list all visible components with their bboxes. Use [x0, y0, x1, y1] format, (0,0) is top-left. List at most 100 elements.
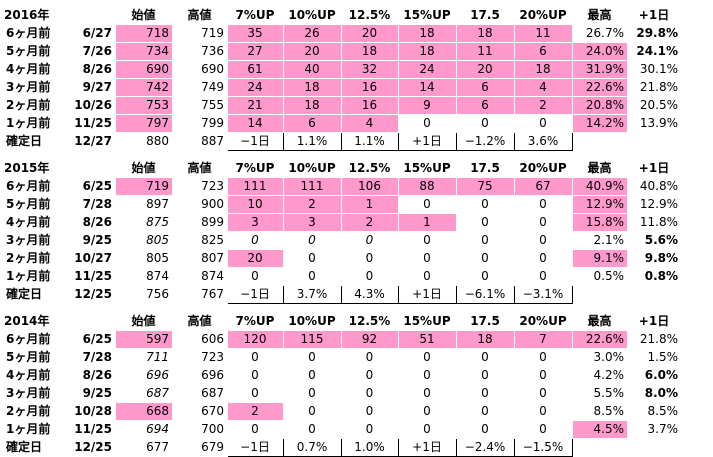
table-row: 5ヶ月前 7/28 711 723 0 0 0 0 0 0 3.0% 1.5%	[1, 348, 682, 367]
u10-cell: 0	[283, 267, 342, 286]
table-2016: 2016年 始値 高値 7%UP 10%UP 12.5% 15%UP 17.5 …	[1, 6, 682, 151]
d1-cell: 3.7%	[627, 420, 682, 439]
u7-cell: 14	[227, 114, 284, 133]
u20-cell: 0	[514, 420, 573, 439]
row-label: 3ヶ月前	[1, 384, 68, 403]
col-u7: 7%UP	[227, 159, 284, 178]
open-cell: 874	[115, 267, 173, 286]
table-row: 1ヶ月前 11/25 874 874 0 0 0 0 0 0 0.5% 0.8%	[1, 267, 682, 286]
row-date: 10/26	[67, 96, 116, 115]
high-cell: 723	[172, 348, 228, 367]
high-cell: 696	[172, 366, 228, 385]
open-cell: 753	[115, 96, 173, 115]
u175-cell: 0	[456, 213, 515, 232]
table-row: 2ヶ月前 10/26 753 755 21 18 16 9 6 2 20.8% 20.5%	[1, 96, 682, 115]
row-label: 5ヶ月前	[1, 195, 68, 214]
col-high: 高値	[172, 159, 228, 178]
high-cell: 606	[172, 330, 228, 349]
u125-cell: 16	[341, 78, 399, 97]
u20-cell: 0	[514, 267, 573, 286]
row-date: 7/28	[67, 195, 116, 214]
row-date: 9/25	[67, 231, 116, 250]
row-label: 5ヶ月前	[1, 42, 68, 61]
u125-cell: 32	[341, 60, 399, 79]
high-cell: 887	[172, 132, 228, 151]
col-u10: 10%UP	[283, 6, 342, 25]
row-label: 5ヶ月前	[1, 348, 68, 367]
u20-cell: 6	[514, 42, 573, 61]
d1-cell: 40.8%	[627, 177, 682, 196]
row-date: 7/26	[67, 42, 116, 61]
u125-cell: 106	[341, 177, 399, 196]
u15-cell: 0	[398, 402, 457, 421]
d1-cell: 9.8%	[627, 249, 682, 268]
col-u125: 12.5%	[341, 6, 399, 25]
u15-cell: +1日	[398, 438, 457, 457]
confirm-row: 確定日 12/27 880 887 −1日 1.1% 1.1% +1日 −1.2% 3.6%	[1, 132, 682, 151]
u15-cell: 0	[398, 195, 457, 214]
confirm-label: 確定日	[1, 132, 68, 151]
empty-cell	[572, 438, 628, 457]
u175-cell: 0	[456, 384, 515, 403]
u125-cell: 16	[341, 96, 399, 115]
u10-cell: 0.7%	[283, 438, 342, 457]
table-row: 1ヶ月前 11/25 797 799 14 6 4 0 0 0 14.2% 13.9%	[1, 114, 682, 133]
u20-cell: 3.6%	[514, 132, 573, 151]
u125-cell: 0	[341, 249, 399, 268]
d1-cell: 20.5%	[627, 96, 682, 115]
u7-cell: 0	[227, 267, 284, 286]
row-date: 11/25	[67, 114, 116, 133]
rows-2016: 6ヶ月前 6/27 718 719 35 26 20 18 18 11 26.7% 29.8% 5ヶ月前…	[1, 24, 682, 151]
u15-cell: +1日	[398, 285, 457, 304]
u7-cell: 10	[227, 195, 284, 214]
col-max: 最高	[572, 312, 628, 331]
high-cell: 900	[172, 195, 228, 214]
open-cell: 742	[115, 78, 173, 97]
table-row: 4ヶ月前 8/26 696 696 0 0 0 0 0 0 4.2% 6.0%	[1, 366, 682, 385]
u20-cell: 11	[514, 24, 573, 43]
u175-cell: 0	[456, 114, 515, 133]
col-u125: 12.5%	[341, 312, 399, 331]
table-row: 4ヶ月前 8/26 875 899 3 3 2 1 0 0 15.8% 11.8%	[1, 213, 682, 232]
open-cell: 694	[115, 420, 173, 439]
row-label: 1ヶ月前	[1, 267, 68, 286]
u7-cell: 3	[227, 213, 284, 232]
col-u10: 10%UP	[283, 159, 342, 178]
empty-cell	[627, 132, 682, 151]
max-cell: 4.5%	[572, 420, 628, 439]
high-cell: 687	[172, 384, 228, 403]
u20-cell: 0	[514, 402, 573, 421]
high-cell: 700	[172, 420, 228, 439]
u125-cell: 0	[341, 402, 399, 421]
u125-cell: 1	[341, 195, 399, 214]
max-cell: 4.2%	[572, 366, 628, 385]
row-label: 4ヶ月前	[1, 60, 68, 79]
u10-cell: 0	[283, 231, 342, 250]
col-u15: 15%UP	[398, 159, 457, 178]
u20-cell: 67	[514, 177, 573, 196]
high-cell: 899	[172, 213, 228, 232]
table-row: 4ヶ月前 8/26 690 690 61 40 32 24 20 18 31.9% 30.1%	[1, 60, 682, 79]
open-cell: 719	[115, 177, 173, 196]
empty-cell	[572, 132, 628, 151]
table-row: 5ヶ月前 7/28 897 900 10 2 1 0 0 0 12.9% 12.9%	[1, 195, 682, 214]
open-cell: 690	[115, 60, 173, 79]
row-date: 10/28	[67, 402, 116, 421]
u175-cell: 18	[456, 330, 515, 349]
year-label: 2014年	[1, 312, 116, 331]
u15-cell: +1日	[398, 132, 457, 151]
open-cell: 668	[115, 402, 173, 421]
high-cell: 755	[172, 96, 228, 115]
row-label: 1ヶ月前	[1, 420, 68, 439]
u15-cell: 0	[398, 267, 457, 286]
high-cell: 670	[172, 402, 228, 421]
u10-cell: 40	[283, 60, 342, 79]
u20-cell: 0	[514, 114, 573, 133]
u20-cell: 4	[514, 78, 573, 97]
d1-cell: 24.1%	[627, 42, 682, 61]
u15-cell: 0	[398, 420, 457, 439]
row-label: 6ヶ月前	[1, 330, 68, 349]
u7-cell: −1日	[227, 285, 284, 304]
u10-cell: 1.1%	[283, 132, 342, 151]
d1-cell: 6.0%	[627, 366, 682, 385]
